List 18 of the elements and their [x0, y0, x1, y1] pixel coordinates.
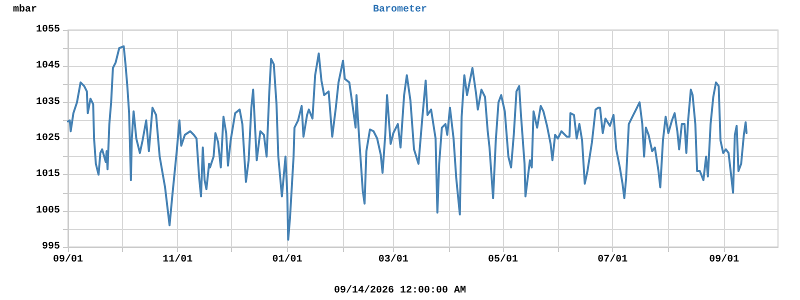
y-tick-label: 1005 — [36, 205, 60, 216]
y-tick-label: 1045 — [36, 60, 60, 72]
line-series — [67, 45, 748, 241]
y-tick-label: 1055 — [36, 24, 60, 36]
y-tick-label: 1015 — [36, 169, 60, 180]
text: 09/14/2026 12:00:00 AM — [334, 284, 466, 296]
x-tick-label: 11/01 — [162, 254, 193, 266]
y-tick-label: 1035 — [36, 96, 60, 108]
x-tick-label: 09/01 — [52, 254, 84, 266]
y-tick-label: 995 — [42, 242, 60, 252]
y-axis-title: mbar — [13, 4, 38, 16]
x-tick-label: 03/01 — [378, 254, 408, 266]
x-tick-label: 07/01 — [598, 254, 628, 266]
chart-title: Barometer — [372, 4, 428, 16]
x-tick-label: 05/01 — [488, 254, 518, 266]
y-tick-label: 1025 — [36, 133, 60, 144]
x-tick-label: 09/01 — [709, 254, 740, 266]
x-tick-label: 01/01 — [272, 254, 302, 266]
